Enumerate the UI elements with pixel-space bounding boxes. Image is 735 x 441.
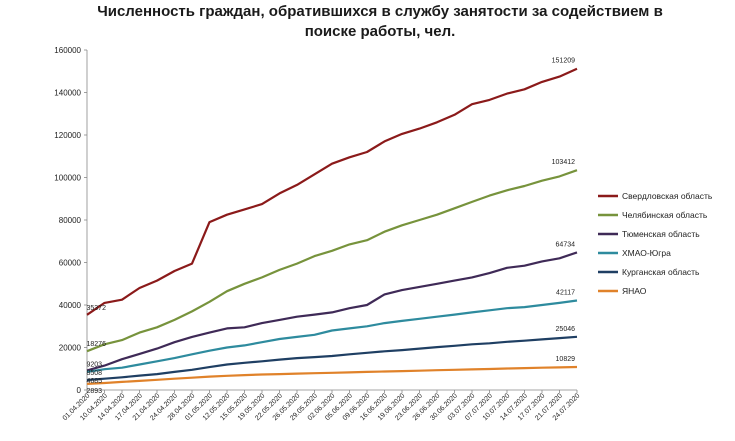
y-tick-label: 120000 (54, 131, 81, 140)
data-label: 4685 (87, 378, 103, 385)
data-label: 103412 (552, 159, 575, 166)
data-label: 35372 (87, 305, 107, 312)
series-line-3 (86, 299, 578, 373)
y-tick-label: 140000 (54, 89, 81, 98)
y-tick-label: 160000 (54, 46, 81, 55)
legend-label: Тюменская область (622, 229, 700, 239)
legend-label: ЯНАО (622, 286, 647, 296)
data-label: 8508 (87, 370, 103, 377)
data-labels: 35372 151209 18276 103412 9203 64734 8508 42117… (87, 58, 576, 395)
legend: Свердловская область Челябинская область Т… (598, 191, 713, 296)
data-label: 18276 (87, 341, 107, 348)
chart-title-line-1: Численность граждан, обратившихся в служ… (97, 3, 663, 20)
legend-label: Свердловская область (622, 191, 713, 201)
legend-label: Челябинская область (622, 210, 708, 220)
legend-label: ХМАО-Югра (622, 248, 671, 258)
y-tick-label: 40000 (59, 301, 82, 310)
series-line-4 (86, 335, 578, 382)
chart-title-line-2: поиске работы, чел. (305, 23, 456, 40)
data-label: 64734 (556, 241, 576, 248)
y-tick-label: 100000 (54, 174, 81, 183)
data-label: 2893 (87, 388, 103, 395)
data-label: 151209 (552, 58, 575, 65)
y-tick-label: 0 (77, 386, 82, 395)
data-label: 42117 (556, 290, 575, 297)
series-lines (86, 67, 578, 385)
series-line-1 (86, 169, 578, 353)
y-tick-label: 60000 (59, 259, 82, 268)
data-label: 25046 (556, 326, 576, 333)
data-label: 10829 (556, 356, 576, 363)
series-line-0 (86, 67, 578, 316)
y-tick-label: 80000 (59, 216, 82, 225)
series-line-2 (86, 251, 578, 372)
data-label: 9203 (87, 361, 103, 368)
y-tick-label: 20000 (59, 344, 82, 353)
legend-label: Курганская область (622, 267, 700, 277)
series-line-5 (86, 365, 578, 385)
